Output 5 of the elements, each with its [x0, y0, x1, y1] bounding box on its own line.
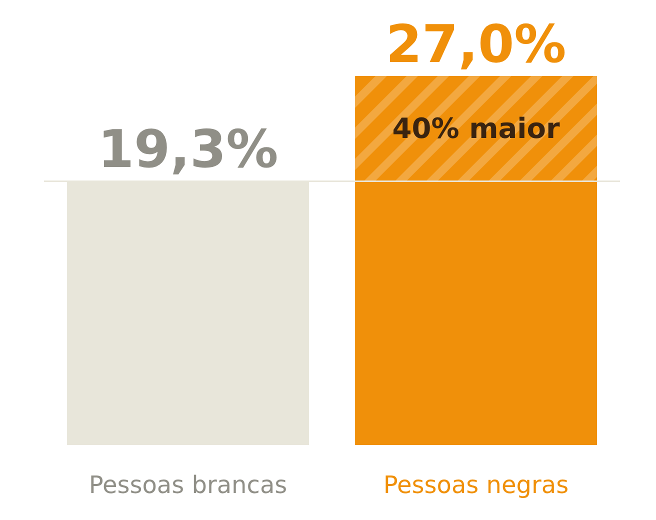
- data-label: 27,0%: [386, 15, 566, 75]
- x-tick-label: Pessoas negras: [383, 471, 569, 499]
- annotation: 40% maior: [392, 112, 560, 146]
- data-label: 19,3%: [98, 120, 278, 180]
- x-tick-label: Pessoas brancas: [88, 471, 288, 499]
